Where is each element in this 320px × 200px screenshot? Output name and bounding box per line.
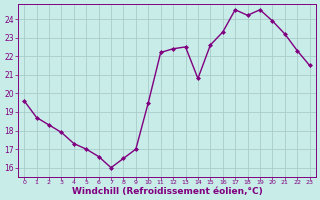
X-axis label: Windchill (Refroidissement éolien,°C): Windchill (Refroidissement éolien,°C) (72, 187, 262, 196)
